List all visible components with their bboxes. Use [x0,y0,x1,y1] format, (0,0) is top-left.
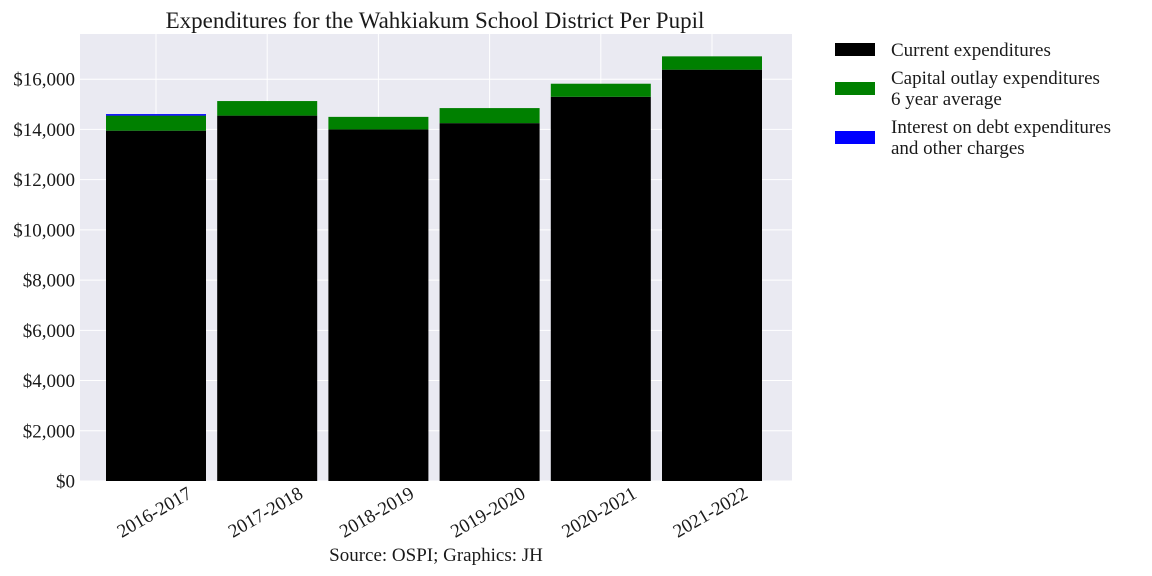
legend-label: Current expenditures [891,40,1051,61]
bar-current-2021-2022 [662,69,762,482]
bar-current-2018-2019 [328,129,429,481]
legend-swatch-current [835,43,875,56]
y-tick-label: $4,000 [23,371,75,392]
legend: Current expenditures Capital outlay expen… [835,40,1111,159]
y-tick-label: $6,000 [23,321,75,342]
x-tick-label: 2020-2021 [559,483,641,542]
bar-current-2016-2017 [106,130,206,481]
x-tick-label: 2019-2020 [447,483,529,542]
bars [106,56,762,482]
bar-current-2020-2021 [550,96,651,482]
legend-swatch-interest-debt [835,131,875,144]
y-tick-label: $8,000 [23,271,75,292]
y-tick-label: $14,000 [13,120,75,141]
y-tick-label: $10,000 [13,220,75,241]
bar-capital-outlay-2020-2021 [550,83,651,97]
x-axis-ticks: 2016-2017 2017-2018 2018-2019 2019-2020 2020… [114,483,752,542]
bar-capital-outlay-2019-2020 [439,108,540,124]
chart-title: Expenditures for the Wahkiakum School Di… [166,8,705,33]
bar-capital-outlay-2016-2017 [106,115,206,131]
x-tick-label: 2016-2017 [114,483,196,542]
x-tick-label: 2017-2018 [225,483,307,542]
bar-interest-debt-2016-2017 [106,114,206,116]
y-tick-label: $16,000 [13,70,75,91]
legend-label: Capital outlay expenditures 6 year averag… [891,68,1100,110]
legend-swatch-capital-outlay [835,82,875,95]
bar-capital-outlay-2018-2019 [328,116,429,130]
y-tick-label: $2,000 [23,421,75,442]
bar-current-2019-2020 [439,123,540,482]
y-tick-label: $12,000 [13,170,75,191]
x-tick-label: 2018-2019 [336,483,418,542]
bar-capital-outlay-2021-2022 [662,56,762,70]
legend-label: Interest on debt expenditures and other c… [891,117,1111,159]
y-axis-ticks: $0 $2,000 $4,000 $6,000 $8,000 $10,000 $12,000… [13,70,75,493]
x-tick-label: 2021-2022 [670,483,752,542]
bar-capital-outlay-2017-2018 [217,101,318,116]
bar-current-2017-2018 [217,115,318,481]
source-note: Source: OSPI; Graphics: JH [329,545,543,566]
y-tick-label: $0 [56,472,75,493]
